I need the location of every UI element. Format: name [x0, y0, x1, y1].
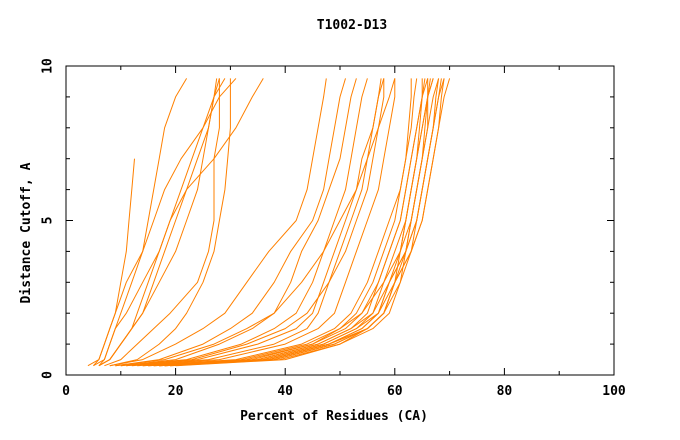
series-line-11	[115, 78, 346, 367]
series-line-19	[142, 78, 412, 367]
series-lines	[87, 78, 451, 367]
x-tick-label: 40	[277, 384, 293, 399]
series-line-16	[131, 78, 382, 367]
y-axis-tick-labels: 0 5 10	[41, 58, 56, 379]
series-line-10	[109, 78, 327, 367]
x-tick-label: 0	[62, 384, 70, 399]
y-axis-label: Distance Cutoff, A	[19, 162, 34, 303]
x-axis-label: Percent of Residues (CA)	[240, 409, 428, 424]
x-tick-label: 60	[387, 384, 403, 399]
series-line-6	[109, 78, 231, 367]
y-tick-label: 5	[41, 217, 56, 225]
y-tick-label: 0	[41, 371, 56, 379]
series-line-17	[126, 78, 385, 367]
x-tick-label: 80	[497, 384, 513, 399]
y-axis-ticks	[66, 65, 614, 376]
y-tick-label: 10	[41, 58, 56, 74]
x-tick-label: 20	[168, 384, 184, 399]
series-line-33	[164, 78, 431, 367]
x-axis-tick-labels: 0 20 40 60 80 100	[62, 384, 626, 399]
chart-title: T1002-D13	[317, 18, 387, 33]
series-line-12	[120, 78, 357, 367]
series-line-8	[98, 78, 218, 367]
series-line-18	[137, 78, 396, 367]
series-line-32	[159, 78, 423, 367]
series-line-9	[93, 78, 188, 367]
x-axis-ticks	[65, 66, 615, 375]
series-line-5	[104, 78, 220, 367]
x-tick-label: 100	[602, 384, 626, 399]
